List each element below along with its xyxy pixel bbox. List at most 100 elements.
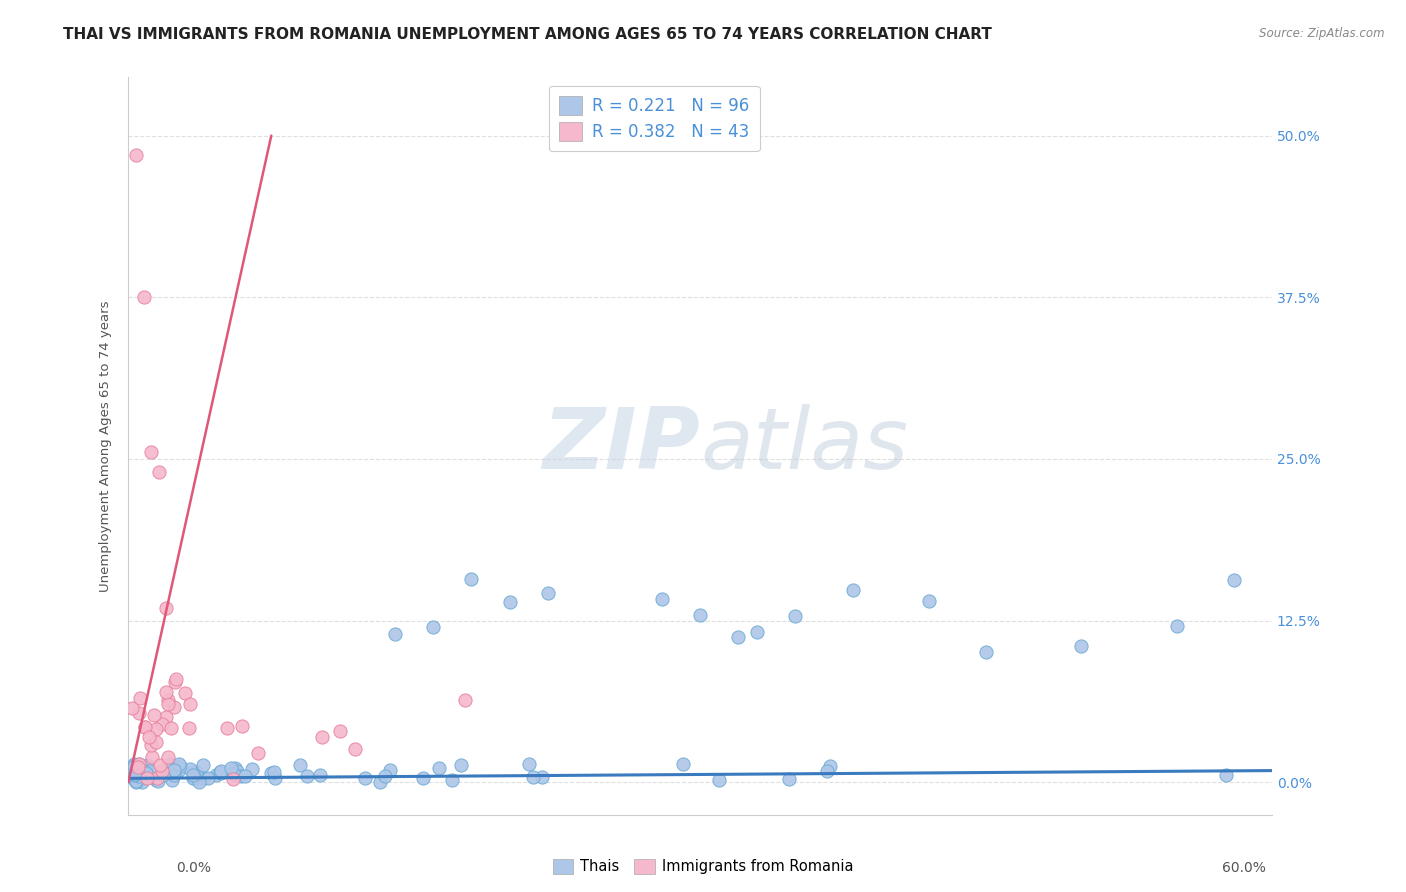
- Point: [240, 762, 263, 776]
- Point: [159, 722, 181, 736]
- Point: [454, 693, 477, 707]
- Point: [263, 764, 285, 779]
- Point: [132, 290, 155, 304]
- Point: [120, 765, 142, 780]
- Point: [918, 593, 941, 607]
- Point: [125, 148, 148, 162]
- Point: [460, 572, 482, 586]
- Point: [183, 771, 205, 785]
- Point: [156, 692, 179, 706]
- Point: [1223, 573, 1246, 587]
- Point: [179, 763, 201, 777]
- Point: [141, 749, 163, 764]
- Point: [450, 758, 472, 772]
- Point: [122, 767, 145, 781]
- Point: [163, 700, 186, 714]
- Point: [354, 771, 377, 785]
- Point: [139, 738, 162, 752]
- Point: [152, 768, 174, 782]
- Point: [197, 771, 219, 785]
- Point: [174, 686, 197, 700]
- Point: [208, 765, 231, 780]
- Point: [209, 766, 232, 780]
- Point: [184, 764, 207, 779]
- Point: [122, 756, 145, 771]
- Point: [179, 697, 201, 711]
- Point: [818, 759, 841, 773]
- Point: [150, 764, 173, 778]
- Text: atlas: atlas: [700, 404, 908, 488]
- Point: [384, 627, 406, 641]
- Point: [122, 772, 145, 787]
- Point: [651, 592, 673, 607]
- Point: [422, 620, 444, 634]
- Point: [134, 720, 156, 734]
- Point: [146, 774, 169, 789]
- Y-axis label: Unemployment Among Ages 65 to 74 years: Unemployment Among Ages 65 to 74 years: [100, 301, 112, 591]
- Point: [125, 775, 148, 789]
- Point: [167, 757, 190, 772]
- Point: [1166, 619, 1188, 633]
- Point: [129, 690, 152, 705]
- Point: [143, 708, 166, 723]
- Point: [128, 706, 150, 720]
- Point: [134, 766, 156, 780]
- Text: ZIP: ZIP: [543, 404, 700, 488]
- Point: [169, 758, 191, 772]
- Point: [148, 465, 170, 479]
- Point: [193, 771, 215, 785]
- Point: [157, 749, 180, 764]
- Point: [374, 769, 396, 783]
- Point: [181, 765, 204, 780]
- Point: [1070, 639, 1092, 653]
- Point: [231, 719, 253, 733]
- Point: [186, 768, 208, 782]
- Point: [156, 697, 179, 711]
- Point: [150, 716, 173, 731]
- Text: THAI VS IMMIGRANTS FROM ROMANIA UNEMPLOYMENT AMONG AGES 65 TO 74 YEARS CORRELATI: THAI VS IMMIGRANTS FROM ROMANIA UNEMPLOY…: [63, 27, 993, 42]
- Point: [145, 735, 167, 749]
- Point: [128, 769, 150, 783]
- Point: [841, 583, 863, 598]
- Point: [263, 771, 285, 785]
- Point: [155, 710, 177, 724]
- Point: [517, 756, 540, 771]
- Point: [205, 768, 228, 782]
- Point: [163, 675, 186, 690]
- Point: [136, 768, 159, 782]
- Point: [165, 672, 187, 686]
- Point: [689, 607, 711, 622]
- Point: [134, 720, 156, 734]
- Point: [149, 758, 172, 772]
- Point: [233, 769, 256, 783]
- Point: [181, 768, 204, 782]
- Point: [974, 645, 997, 659]
- Point: [163, 764, 186, 778]
- Point: [128, 757, 150, 772]
- Point: [160, 772, 183, 787]
- Point: [215, 721, 238, 735]
- Point: [441, 773, 464, 788]
- Point: [1215, 768, 1237, 782]
- Point: [537, 586, 560, 600]
- Point: [221, 772, 243, 786]
- Point: [183, 765, 205, 780]
- Point: [145, 772, 167, 787]
- Point: [427, 762, 450, 776]
- Point: [297, 769, 319, 783]
- Point: [219, 761, 242, 775]
- Point: [124, 773, 146, 788]
- Point: [181, 772, 204, 786]
- Point: [247, 746, 270, 760]
- Point: [131, 772, 153, 787]
- Point: [191, 757, 214, 772]
- Point: [727, 630, 749, 644]
- Point: [260, 765, 283, 780]
- Point: [125, 764, 148, 778]
- Text: 60.0%: 60.0%: [1222, 861, 1265, 875]
- Point: [136, 772, 159, 786]
- Point: [522, 771, 544, 785]
- Point: [139, 764, 162, 779]
- Point: [141, 445, 163, 459]
- Point: [785, 609, 807, 624]
